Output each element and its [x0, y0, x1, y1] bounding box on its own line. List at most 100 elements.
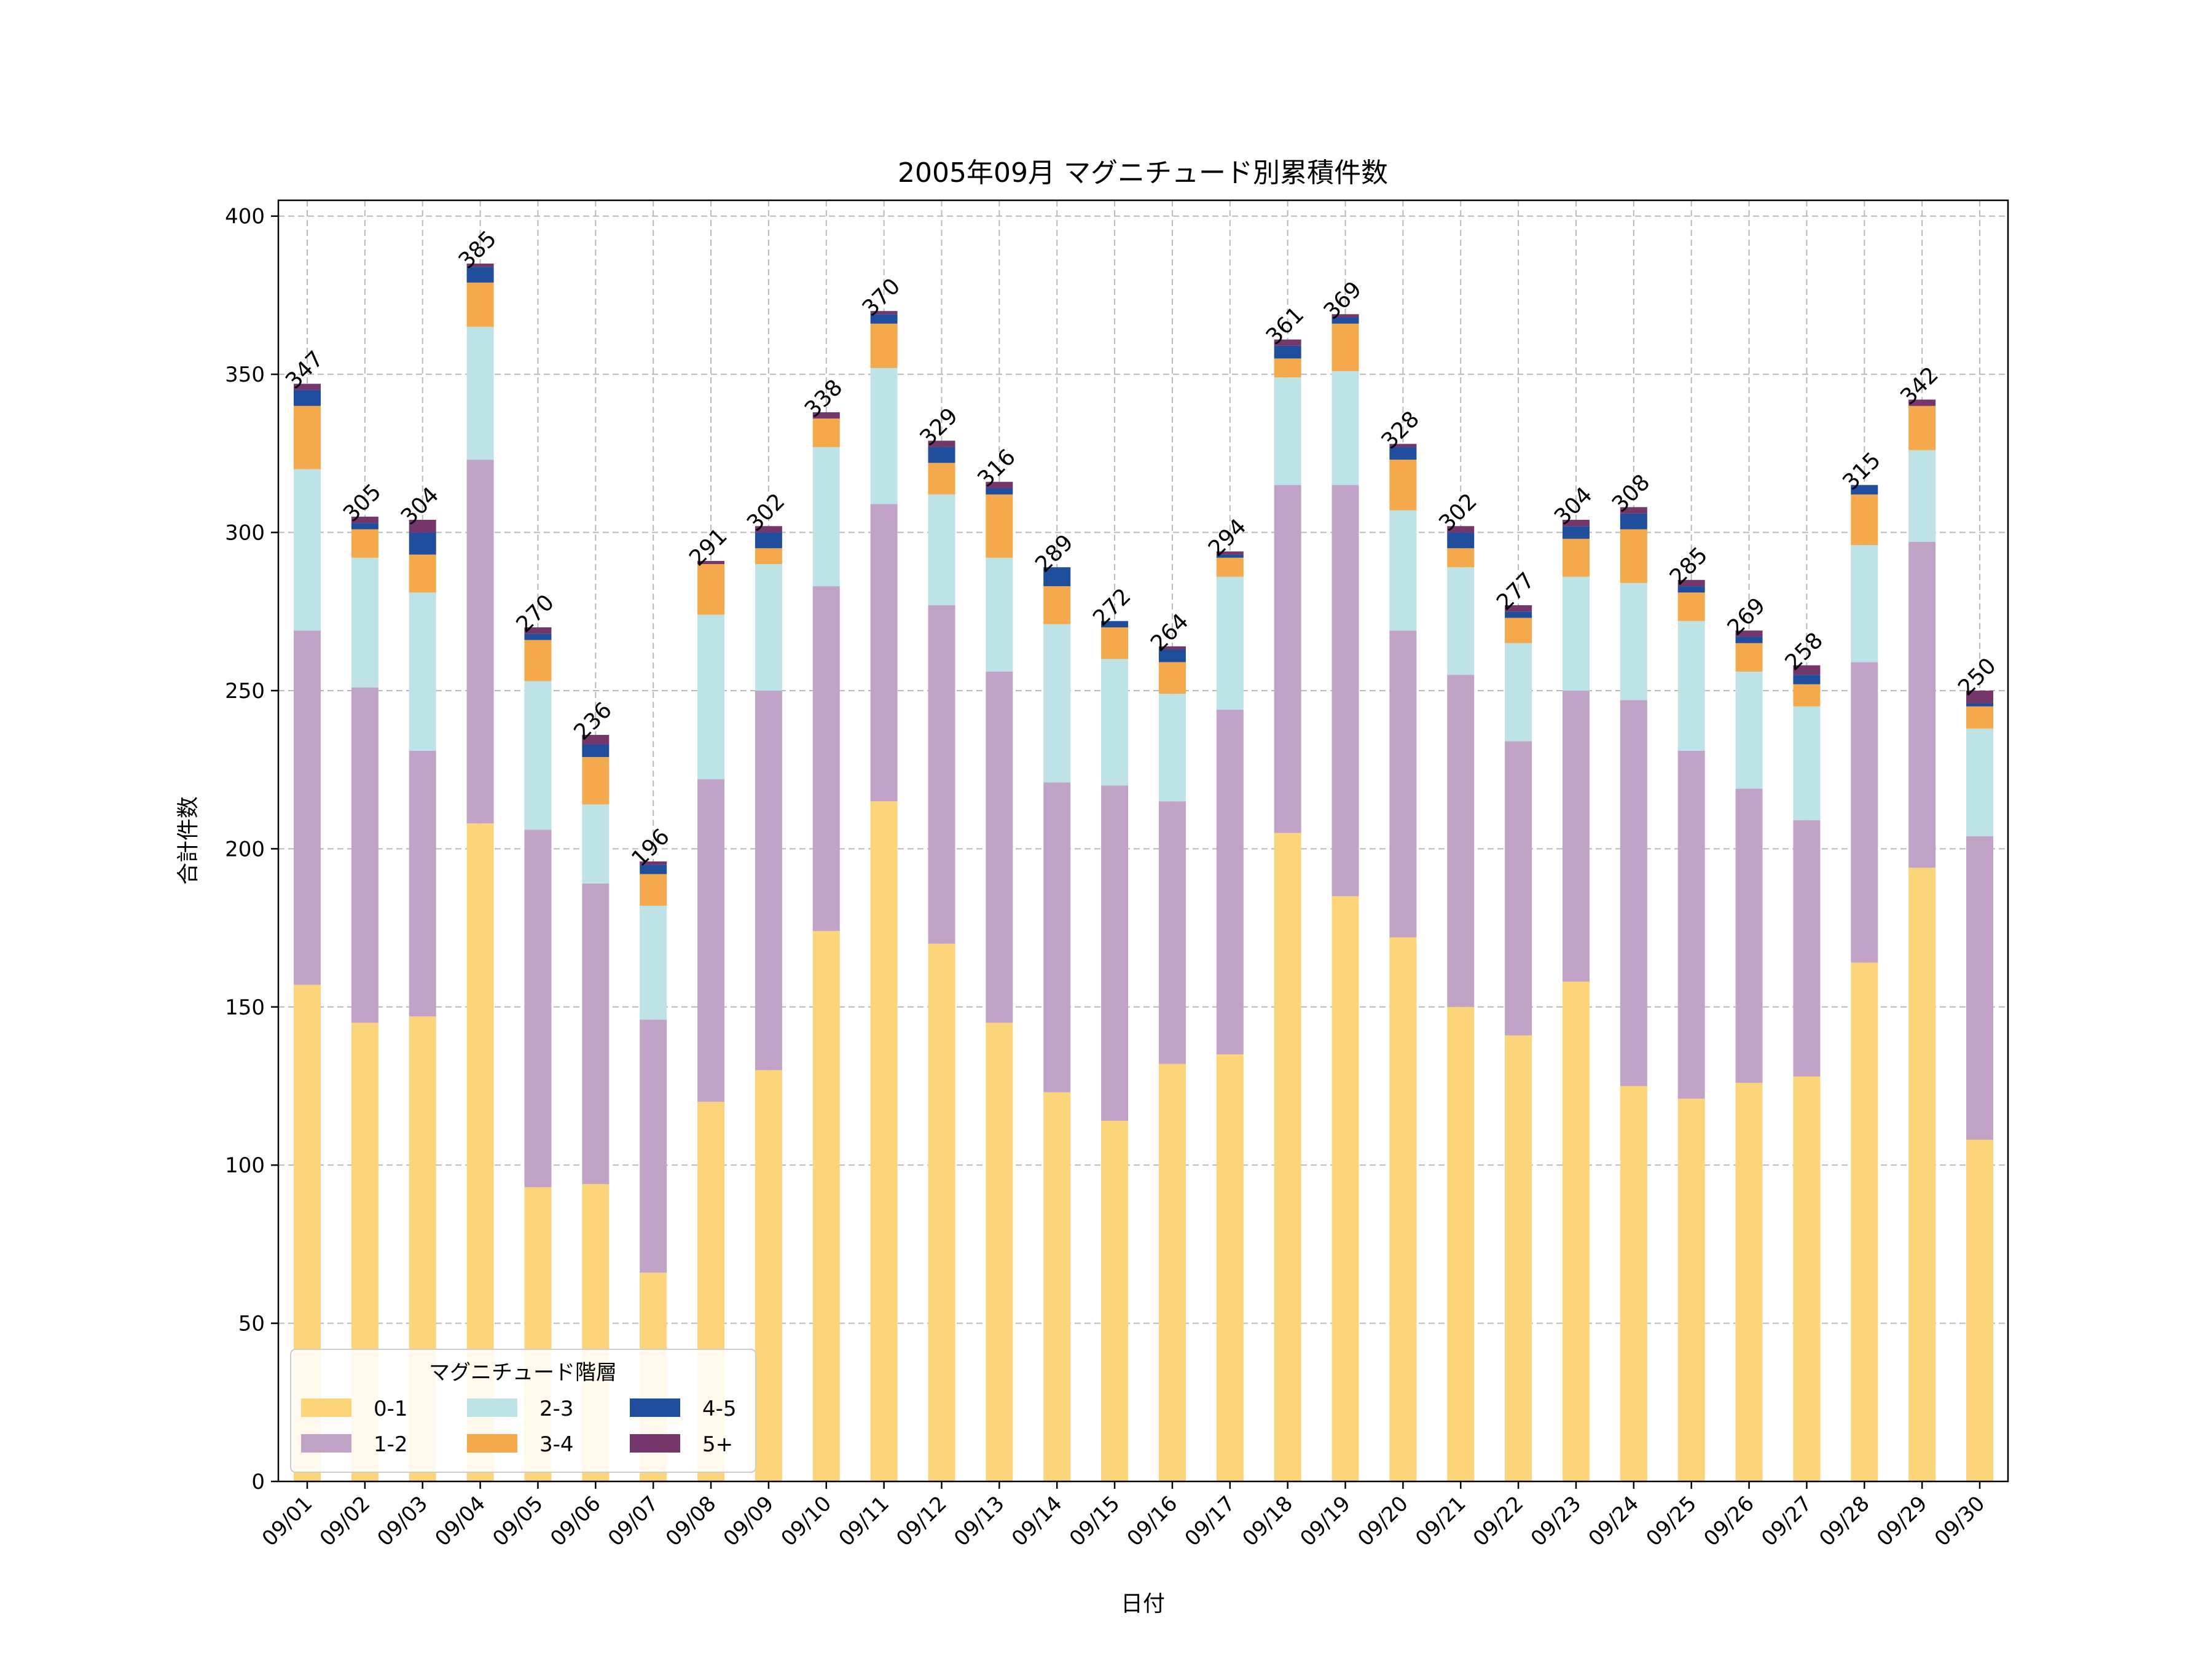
bar-segment-0-1: [755, 1070, 782, 1481]
legend-title: マグニチュード階層: [429, 1360, 617, 1385]
bar-segment-1-2: [1505, 741, 1532, 1036]
bar-segment-5+: [1274, 339, 1301, 346]
bar-segment-0-1: [1274, 833, 1301, 1481]
bar-segment-3-4: [1677, 592, 1705, 621]
bar-segment-1-2: [1735, 788, 1763, 1083]
bar-segment-4-5: [640, 865, 667, 874]
bar-segment-2-3: [1735, 672, 1763, 789]
y-tick-label: 100: [225, 1153, 265, 1178]
bar-segment-5+: [870, 311, 898, 315]
bar-segment-0-1: [1332, 896, 1359, 1481]
bar-segment-0-1: [870, 801, 898, 1481]
bar-segment-0-1: [1562, 981, 1590, 1481]
bar-segment-5+: [755, 526, 782, 533]
bar-segment-4-5: [928, 447, 955, 463]
y-tick-label: 200: [225, 837, 265, 861]
bar-segment-4-5: [1101, 621, 1129, 627]
bar-segment-0-1: [1735, 1083, 1763, 1481]
bar-segment-2-3: [1447, 567, 1475, 675]
bar-segment-1-2: [1793, 820, 1821, 1077]
bar-segment-0-1: [1101, 1121, 1129, 1481]
bar-segment-1-2: [582, 884, 610, 1185]
bar-segment-5+: [1505, 605, 1532, 612]
bar-segment-1-2: [351, 687, 378, 1023]
bar-segment-2-3: [870, 367, 898, 504]
bar-segment-1-2: [1966, 836, 1993, 1140]
legend: マグニチュード階層 0-1 1-2 2-3 3-4 4-5 5+: [290, 1349, 756, 1473]
bar-segment-5+: [986, 482, 1013, 488]
bar-segment-2-3: [1389, 510, 1417, 631]
bar-segment-1-2: [1043, 782, 1071, 1092]
bar-segment-0-1: [928, 943, 955, 1481]
bar-segment-0-1: [1620, 1086, 1647, 1481]
legend-swatch-2-3: [467, 1398, 517, 1417]
bar-segment-5+: [582, 735, 610, 745]
bar-segment-3-4: [1274, 358, 1301, 378]
bar-segment-0-1: [986, 1022, 1013, 1481]
bar-segment-4-5: [1043, 567, 1071, 587]
bar-segment-5+: [1562, 519, 1590, 527]
legend-swatch-1-2: [301, 1434, 351, 1453]
bar-segment-4-5: [1332, 317, 1359, 324]
bar-segment-1-2: [1389, 630, 1417, 938]
bar-segment-2-3: [1908, 450, 1936, 542]
bar-segment-5+: [1966, 690, 1993, 704]
bar-segment-3-4: [1620, 529, 1647, 583]
bar-segment-0-1: [812, 931, 840, 1481]
bar-segment-3-4: [986, 494, 1013, 558]
y-tick-label: 0: [251, 1470, 265, 1494]
bar-segment-3-4: [294, 406, 321, 469]
legend-swatch-3-4: [467, 1434, 517, 1453]
bar-segment-2-3: [1793, 706, 1821, 821]
bar-segment-4-5: [1447, 532, 1475, 549]
bar-segment-2-3: [1158, 694, 1186, 802]
bar-segment-2-3: [1966, 728, 1993, 836]
bar-segment-2-3: [1620, 582, 1647, 700]
legend-label: 5+: [702, 1432, 733, 1457]
chart-title: 2005年09月 マグニチュード別累積件数: [898, 157, 1388, 189]
bar-segment-0-1: [1966, 1140, 1993, 1481]
bar-segment-4-5: [409, 532, 436, 555]
bar-segment-3-4: [1101, 627, 1129, 659]
bar-segment-3-4: [697, 564, 725, 615]
bar-segment-3-4: [351, 529, 378, 558]
bar-segment-2-3: [294, 469, 321, 631]
bar-segment-3-4: [1505, 618, 1532, 643]
bar-segment-3-4: [1043, 586, 1071, 624]
bar-segment-5+: [1158, 646, 1186, 650]
bar-segment-3-4: [466, 282, 494, 327]
bar-segment-4-5: [1735, 637, 1763, 643]
bar-segment-5+: [928, 441, 955, 447]
bar-segment-3-4: [1562, 538, 1590, 577]
legend-swatch-4-5: [630, 1398, 680, 1417]
bar-segment-4-5: [1851, 485, 1878, 495]
bar-segment-3-4: [1966, 706, 1993, 729]
bar-segment-2-3: [351, 557, 378, 688]
bar-segment-5+: [1793, 665, 1821, 675]
bar-segment-1-2: [524, 830, 552, 1188]
bar-segment-0-1: [1505, 1035, 1532, 1481]
legend-label: 1-2: [374, 1432, 408, 1457]
bar-segment-2-3: [1216, 576, 1244, 710]
plot-frame: [277, 199, 2009, 1483]
bar-segment-5+: [640, 861, 667, 865]
bar-segment-3-4: [928, 463, 955, 495]
bar-segment-5+: [524, 627, 552, 634]
bar-segment-3-4: [1332, 323, 1359, 371]
bar-segment-1-2: [294, 630, 321, 985]
bar-segment-1-2: [1851, 662, 1878, 963]
bar-segment-3-4: [582, 757, 610, 805]
bar-segment-0-1: [1158, 1064, 1186, 1481]
bar-segment-2-3: [986, 557, 1013, 672]
bar-segment-1-2: [1562, 690, 1590, 982]
bar-segment-2-3: [928, 494, 955, 605]
bar-segment-3-4: [640, 874, 667, 906]
bar-segment-5+: [812, 412, 840, 419]
bar-segment-4-5: [582, 744, 610, 758]
bar-segment-3-4: [1908, 406, 1936, 450]
bar-segment-4-5: [1677, 586, 1705, 593]
bar-segment-2-3: [1505, 643, 1532, 742]
y-tick-label: 300: [225, 521, 265, 546]
bar-segment-1-2: [986, 672, 1013, 1023]
bar-segment-1-2: [1447, 675, 1475, 1007]
